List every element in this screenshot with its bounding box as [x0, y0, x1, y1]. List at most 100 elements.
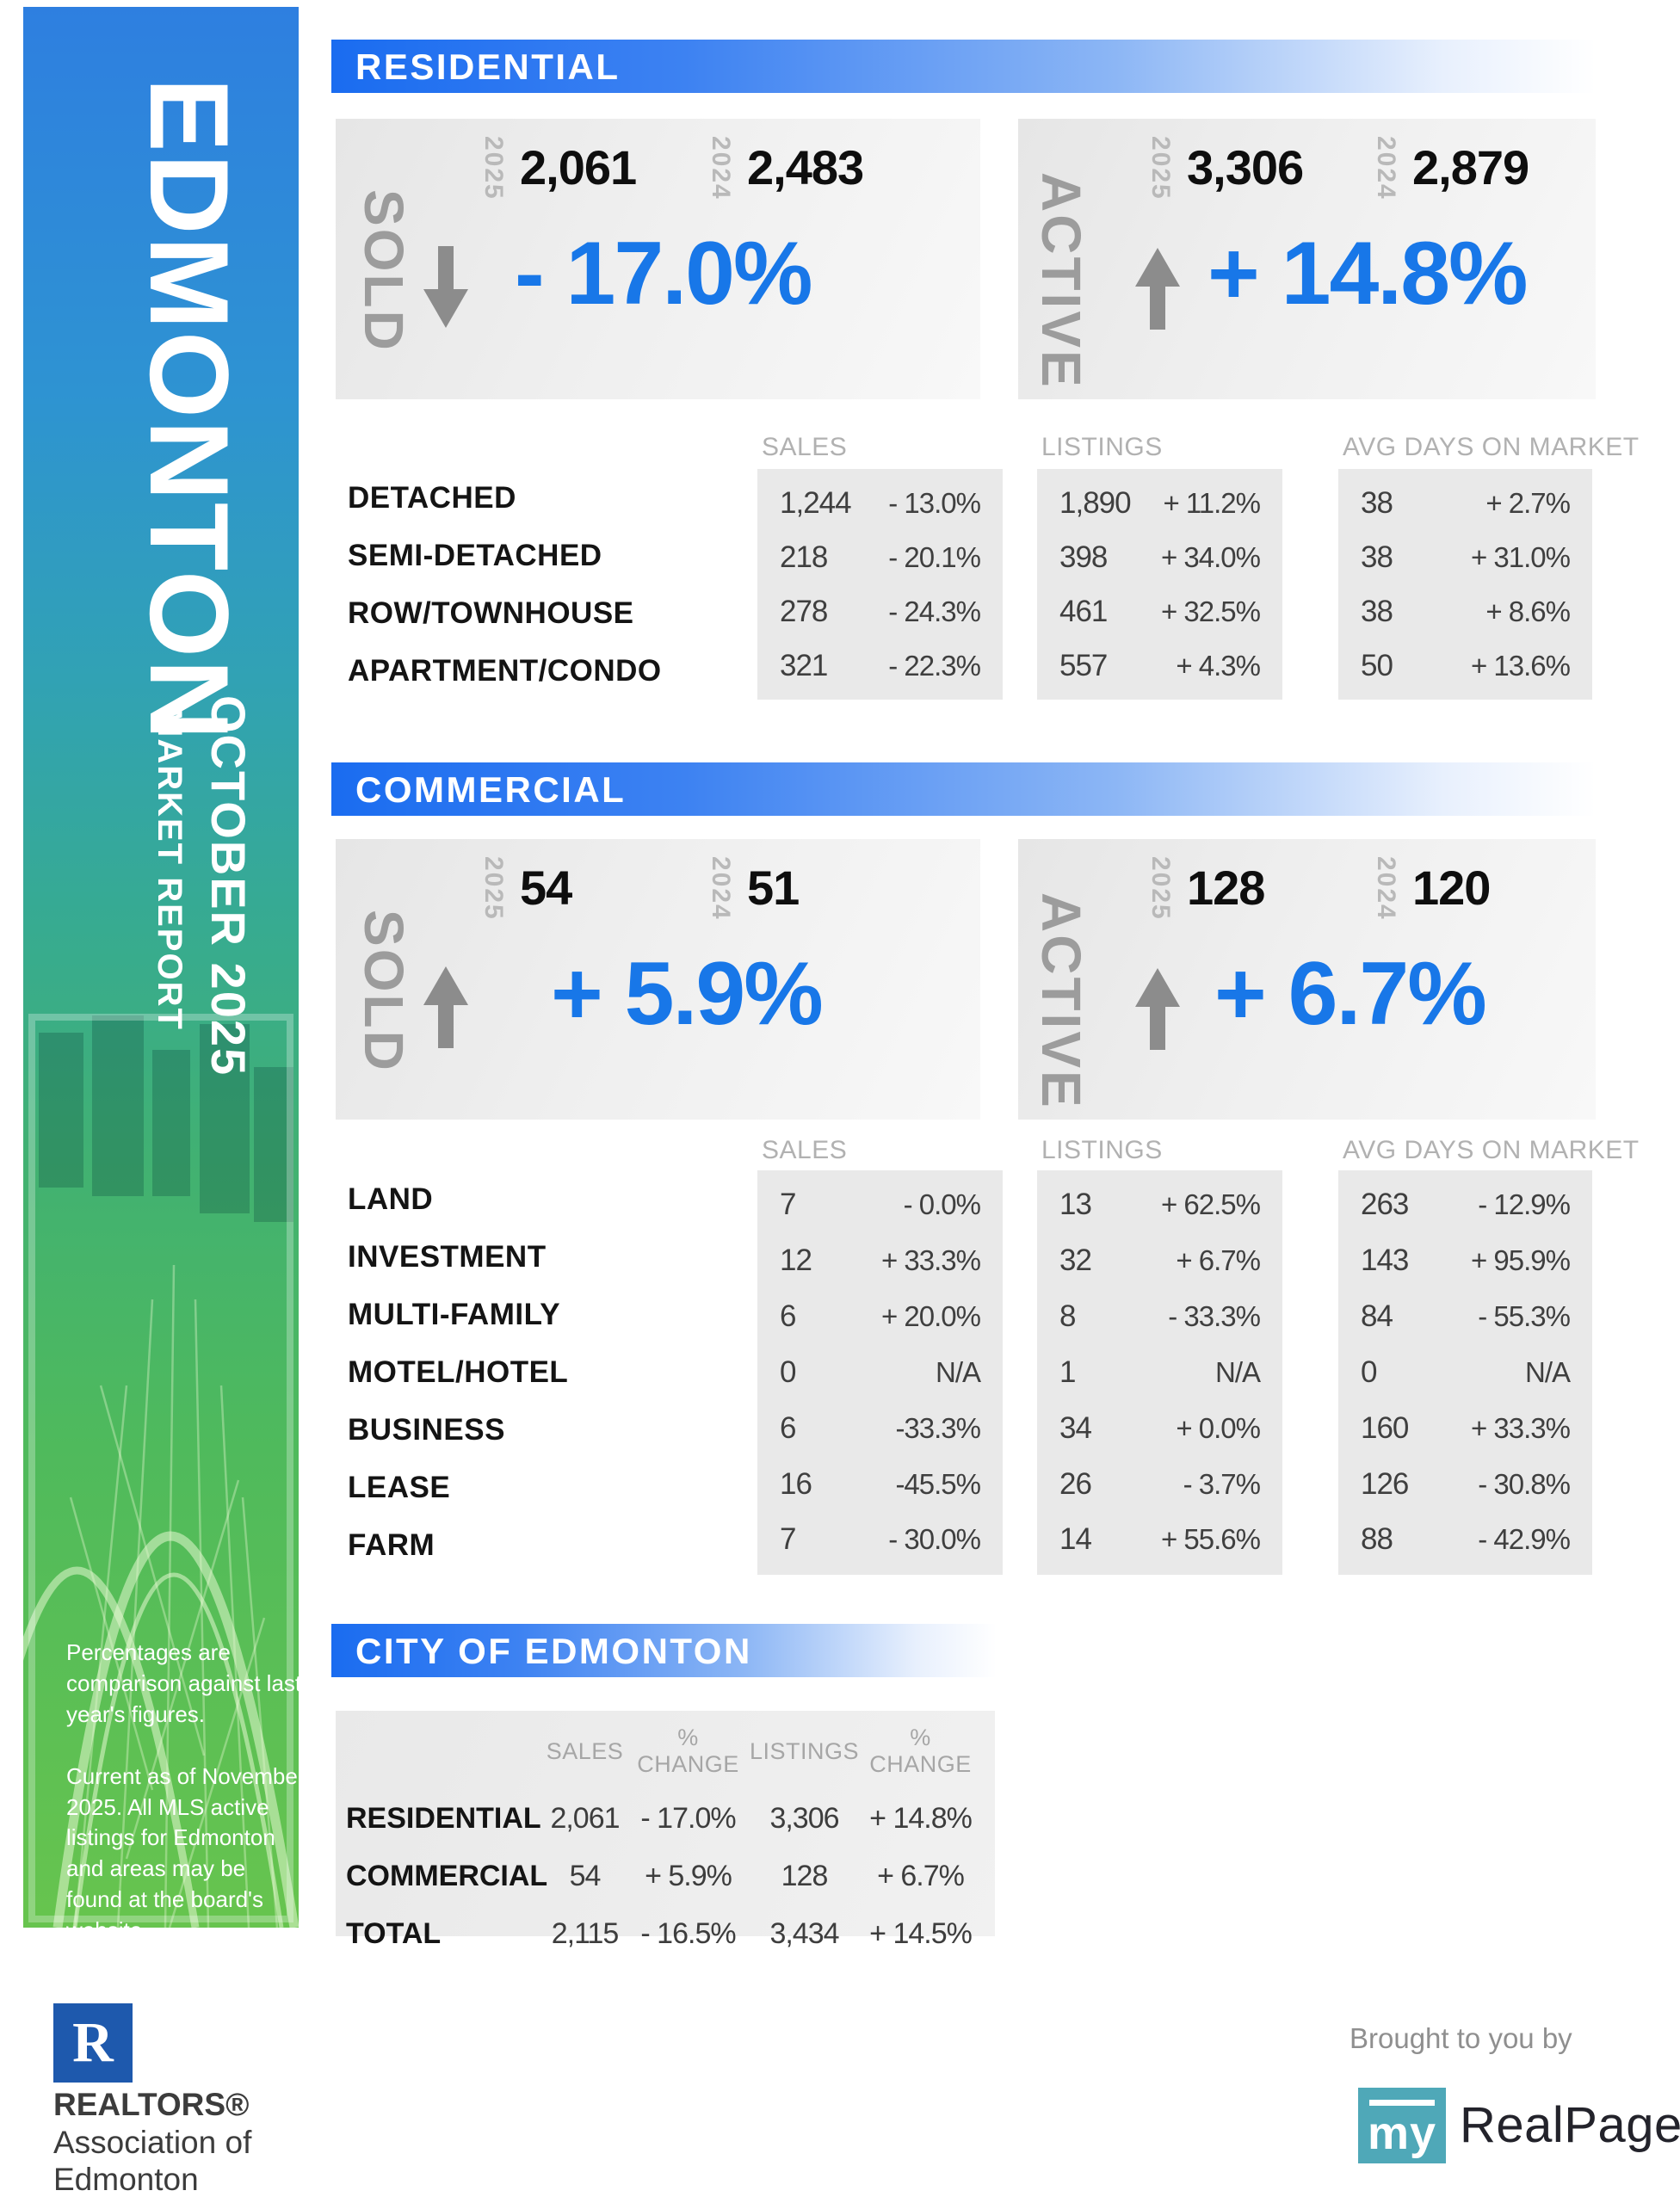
table-cell: 13 + 62.5%	[1037, 1188, 1282, 1222]
row-label: LAND	[348, 1182, 434, 1216]
listings-value: 3,306	[769, 1802, 839, 1835]
sales-value: 1,244	[780, 485, 852, 520]
table-cell: 143 + 95.9%	[1338, 1243, 1592, 1278]
table-cell: 16 -45.5%	[757, 1467, 1003, 1502]
table-cell: 1,244 - 13.0%	[757, 486, 1003, 521]
sales-change: - 24.3%	[888, 595, 981, 627]
table-cell: 398 + 34.0%	[1037, 540, 1282, 575]
row-label: DETACHED	[348, 480, 516, 515]
listings-value: 461	[1059, 594, 1108, 628]
table-cell: 6 + 20.0%	[757, 1299, 1003, 1334]
listings-value: 1,890	[1059, 485, 1132, 520]
table-cell: 8 - 33.3%	[1037, 1299, 1282, 1334]
listings-change: + 14.5%	[869, 1917, 973, 1950]
table-cell: 38 + 8.6%	[1338, 595, 1592, 629]
table-cell: 321 - 22.3%	[757, 649, 1003, 683]
brought-to-you-by-label: Brought to you by	[1350, 2022, 1572, 2054]
table-cell: 7 - 30.0%	[757, 1522, 1003, 1557]
listings-change: + 55.6%	[1160, 1523, 1261, 1556]
sales-change: - 13.0%	[888, 486, 981, 519]
logo-bar	[1369, 2100, 1435, 2106]
city-summary-table: SALES % CHANGE LISTINGS % CHANGE RESIDEN…	[346, 1725, 986, 1951]
commercial-sales-column: 7- 0.0% 12 + 33.3% 6 + 20.0% 0 N/A 6 -33.3% …	[757, 1170, 1003, 1575]
active-2025-value: 3,306	[1187, 140, 1304, 194]
sold-label: SOLD	[353, 910, 415, 1073]
listings-value: 128	[781, 1860, 829, 1892]
table-cell: 88 - 42.9%	[1338, 1522, 1592, 1557]
year-2024-label: 2024	[1372, 856, 1400, 921]
listings-value: 557	[1059, 648, 1108, 682]
sidebar: EDMONTON OCTOBER 2025 MARKET REPORT Perc…	[23, 7, 299, 1928]
days-change: + 95.9%	[1470, 1244, 1571, 1277]
table-cell: 32 + 6.7%	[1037, 1243, 1282, 1278]
sales-change: - 30.0%	[888, 1523, 981, 1556]
table-cell: 126 - 30.8%	[1338, 1467, 1592, 1502]
listings-change: + 62.5%	[1160, 1188, 1261, 1221]
sold-2025-value: 54	[520, 861, 572, 915]
listings-value: 1	[1059, 1355, 1076, 1389]
table-cell: 1 N/A	[1037, 1355, 1282, 1390]
commercial-listings-column: 13 + 62.5% 32 + 6.7% 8 - 33.3% 1 N/A 34 + 0.0…	[1037, 1170, 1282, 1575]
sales-change: - 17.0%	[640, 1802, 736, 1835]
active-2025-value: 128	[1187, 861, 1265, 915]
up-arrow-icon	[1135, 248, 1180, 330]
listings-change: N/A	[1214, 1355, 1261, 1388]
column-header-sales: SALES	[546, 1737, 624, 1764]
days-change: - 55.3%	[1478, 1300, 1571, 1333]
days-value: 263	[1361, 1188, 1409, 1222]
listings-change: + 34.0%	[1160, 540, 1261, 573]
up-arrow-icon	[423, 966, 468, 1048]
sales-value: 16	[780, 1466, 812, 1501]
row-label: APARTMENT/CONDO	[348, 653, 662, 688]
residential-section-header: RESIDENTIAL	[331, 40, 1596, 93]
days-value: 38	[1361, 540, 1393, 574]
days-value: 38	[1361, 594, 1393, 628]
year-2024-label: 2024	[707, 136, 735, 201]
sales-value: 6	[780, 1410, 796, 1445]
city-title: CITY OF EDMONTON	[355, 1631, 752, 1671]
days-change: + 13.6%	[1470, 649, 1571, 682]
commercial-active-box: ACTIVE 2025 128 2024 120 + 6.7%	[1018, 839, 1596, 1120]
days-value: 0	[1361, 1355, 1377, 1389]
sidebar-city-title: EDMONTON	[127, 77, 252, 742]
residential-active-box: ACTIVE 2025 3,306 2024 2,879 + 14.8%	[1018, 119, 1596, 399]
days-change: - 12.9%	[1478, 1188, 1571, 1221]
days-value: 160	[1361, 1410, 1409, 1445]
sales-change: - 20.1%	[888, 540, 981, 573]
sales-change: N/A	[935, 1355, 981, 1388]
days-value: 88	[1361, 1522, 1393, 1557]
myrealpage-logo: my	[1358, 2088, 1446, 2163]
down-arrow-icon	[423, 246, 468, 328]
city-section-header: CITY OF EDMONTON	[331, 1624, 997, 1677]
sold-2024-value: 2,483	[747, 140, 864, 194]
table-cell: 0 N/A	[757, 1355, 1003, 1390]
days-change: - 42.9%	[1478, 1523, 1571, 1556]
residential-listings-column: 1,890 + 11.2% 398 + 34.0% 461 + 32.5% 557 + …	[1037, 469, 1282, 700]
realtors-name: REALTORS®	[53, 2087, 250, 2122]
row-label: RESIDENTIAL	[346, 1802, 541, 1835]
myrealpage-wordmark: RealPage	[1460, 2097, 1680, 2153]
realtors-r-mark: R	[72, 2011, 114, 2074]
table-cell: 34 + 0.0%	[1037, 1411, 1282, 1446]
table-cell: 26 - 3.7%	[1037, 1467, 1282, 1502]
column-header-listings: LISTINGS	[1041, 1136, 1163, 1164]
sales-change: - 22.3%	[888, 649, 981, 682]
up-arrow-icon	[1135, 968, 1180, 1050]
residential-sold-box: SOLD 2025 2,061 2024 2,483 - 17.0%	[336, 119, 980, 399]
row-label: MOTEL/HOTEL	[348, 1355, 569, 1389]
row-label: ROW/TOWNHOUSE	[348, 595, 634, 630]
listings-value: 32	[1059, 1243, 1092, 1278]
realtors-association-label: REALTORS® Association of Edmonton	[53, 2086, 251, 2199]
days-value: 143	[1361, 1243, 1409, 1278]
table-cell: 557 + 4.3%	[1037, 649, 1282, 683]
listings-change: + 6.7%	[877, 1860, 965, 1892]
listings-change: + 32.5%	[1160, 595, 1261, 627]
commercial-sold-box: SOLD 2025 54 2024 51 + 5.9%	[336, 839, 980, 1120]
active-2024-value: 120	[1412, 861, 1491, 915]
commercial-section-header: COMMERCIAL	[331, 762, 1596, 816]
column-header-days: AVG DAYS ON MARKET	[1343, 433, 1640, 461]
sales-change: + 5.9%	[645, 1860, 732, 1892]
table-cell: 38 + 31.0%	[1338, 540, 1592, 575]
days-value: 126	[1361, 1466, 1409, 1501]
column-header-listings: LISTINGS	[1041, 433, 1163, 461]
